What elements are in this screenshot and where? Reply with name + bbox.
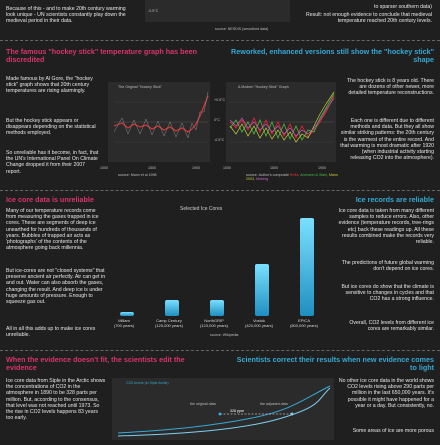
co2-chart-title: CO2 levels (in Siple Arctic) [126, 381, 169, 385]
top-left-text: Because of this - and to make 20th centu… [6, 6, 126, 25]
top-tick-label: -0.5°C [148, 9, 159, 13]
hockey-left-p2: But the hockey stick appears or disappea… [6, 118, 96, 137]
ice-right-p4: Overall, CO2 levels from different ice c… [349, 320, 434, 333]
section-divider [0, 190, 440, 191]
hockey-left-p3: So unreliable has it become, in fact, th… [6, 150, 99, 175]
ice-bar-chart [110, 216, 335, 316]
bar-camp-century [165, 300, 179, 316]
evidence-right-text1: No other ice core data in the world show… [338, 378, 434, 409]
tick-1000: 1000 [100, 166, 108, 170]
tick-1900: 1900 [192, 166, 200, 170]
tick-pos: +0.5°C [214, 98, 226, 102]
hockey-chart1-title: The Original "Hockey Stick" [118, 85, 162, 89]
top-source: source: NESDIS (smoothed data) [215, 27, 269, 31]
co2-chart [112, 378, 334, 440]
bar-vostok [255, 264, 269, 316]
hockey-right-p2: Each one is different due to different m… [340, 118, 434, 162]
evidence-left-text: Ice core data from Siple in the Arctic s… [6, 378, 106, 422]
evidence-right-text2: Some areas of ice are more porous [352, 428, 434, 434]
bar-label-vostok: Vostok (420,000 years) [244, 318, 273, 328]
ice-right-p3: But ice cores do show that the climate i… [341, 284, 434, 303]
co2-value: 328 ppm [230, 409, 244, 413]
section-divider [0, 40, 440, 41]
hockey-right-p1: The hockey stick is 8 years old. There a… [347, 78, 434, 97]
evidence-right-heading: Scientists correct their results when ne… [236, 355, 434, 373]
top-right-line: to sparser southern data) [374, 4, 432, 10]
co2-label-original: the original data [190, 402, 216, 406]
ice-left-p1: Many of our temperature records come fro… [6, 208, 99, 252]
ice-left-p3: All in all this adds up to make ice core… [6, 326, 96, 339]
co2-label-adjusted: the adjusted data [260, 402, 288, 406]
bar-label-epica: EPICA (800,000 years) [289, 318, 318, 328]
bar-epica [300, 218, 314, 316]
top-chart-panel [145, 0, 290, 22]
section-divider [0, 350, 440, 351]
bar-label-northgrip: NorthGRIP (123,000 years) [199, 318, 228, 328]
tick-neg: -0.5°C [214, 138, 225, 142]
bar-northgrip [210, 300, 224, 316]
tick-1500b: 1500 [270, 166, 278, 170]
hockey-source1: source: Mann et al 1998 [118, 173, 157, 177]
hockey-chart-original [108, 82, 210, 162]
tick-1500: 1500 [148, 166, 156, 170]
top-right-text: Result: not enough evidence to conclude … [305, 12, 432, 25]
hockey-source2: source: Author's composite Briffa, Amman… [246, 173, 339, 182]
hockey-right-heading: Reworked, enhanced versions still show t… [231, 47, 434, 65]
tick-1900b: 1900 [318, 166, 326, 170]
ice-chart-title: Selected Ice Cores [180, 206, 223, 212]
evidence-left-heading: When the evidence doesn't fit, the scien… [6, 355, 185, 373]
bar-label-camp: Camp Century (125,000 years) [154, 318, 183, 328]
ice-left-heading: Ice core data is unreliable [6, 195, 94, 204]
ice-right-p1: Ice core data is taken from many differe… [338, 208, 434, 246]
tick-zero: 0°C [214, 118, 221, 122]
ice-source: source: Wikipedia [210, 333, 239, 337]
hockey-chart2-title: A Modern "Hockey Stick" Graph [238, 85, 289, 89]
ice-left-p2: But ice-cores are not "closed systems" t… [6, 268, 106, 306]
ice-right-p2: The predictions of future global warming… [341, 260, 434, 273]
ice-right-heading: Ice records are reliable [355, 195, 434, 204]
hockey-chart-modern [226, 82, 336, 162]
hockey-left-heading: The famous "hockey stick" temperature gr… [6, 47, 197, 65]
tick-1000b: 1000 [223, 166, 231, 170]
bar-label-millam: Millam (700 years) [113, 318, 135, 328]
bar-millam [120, 312, 134, 316]
hockey-left-p1: Made famous by Al Gore, the "hockey stic… [6, 76, 93, 95]
